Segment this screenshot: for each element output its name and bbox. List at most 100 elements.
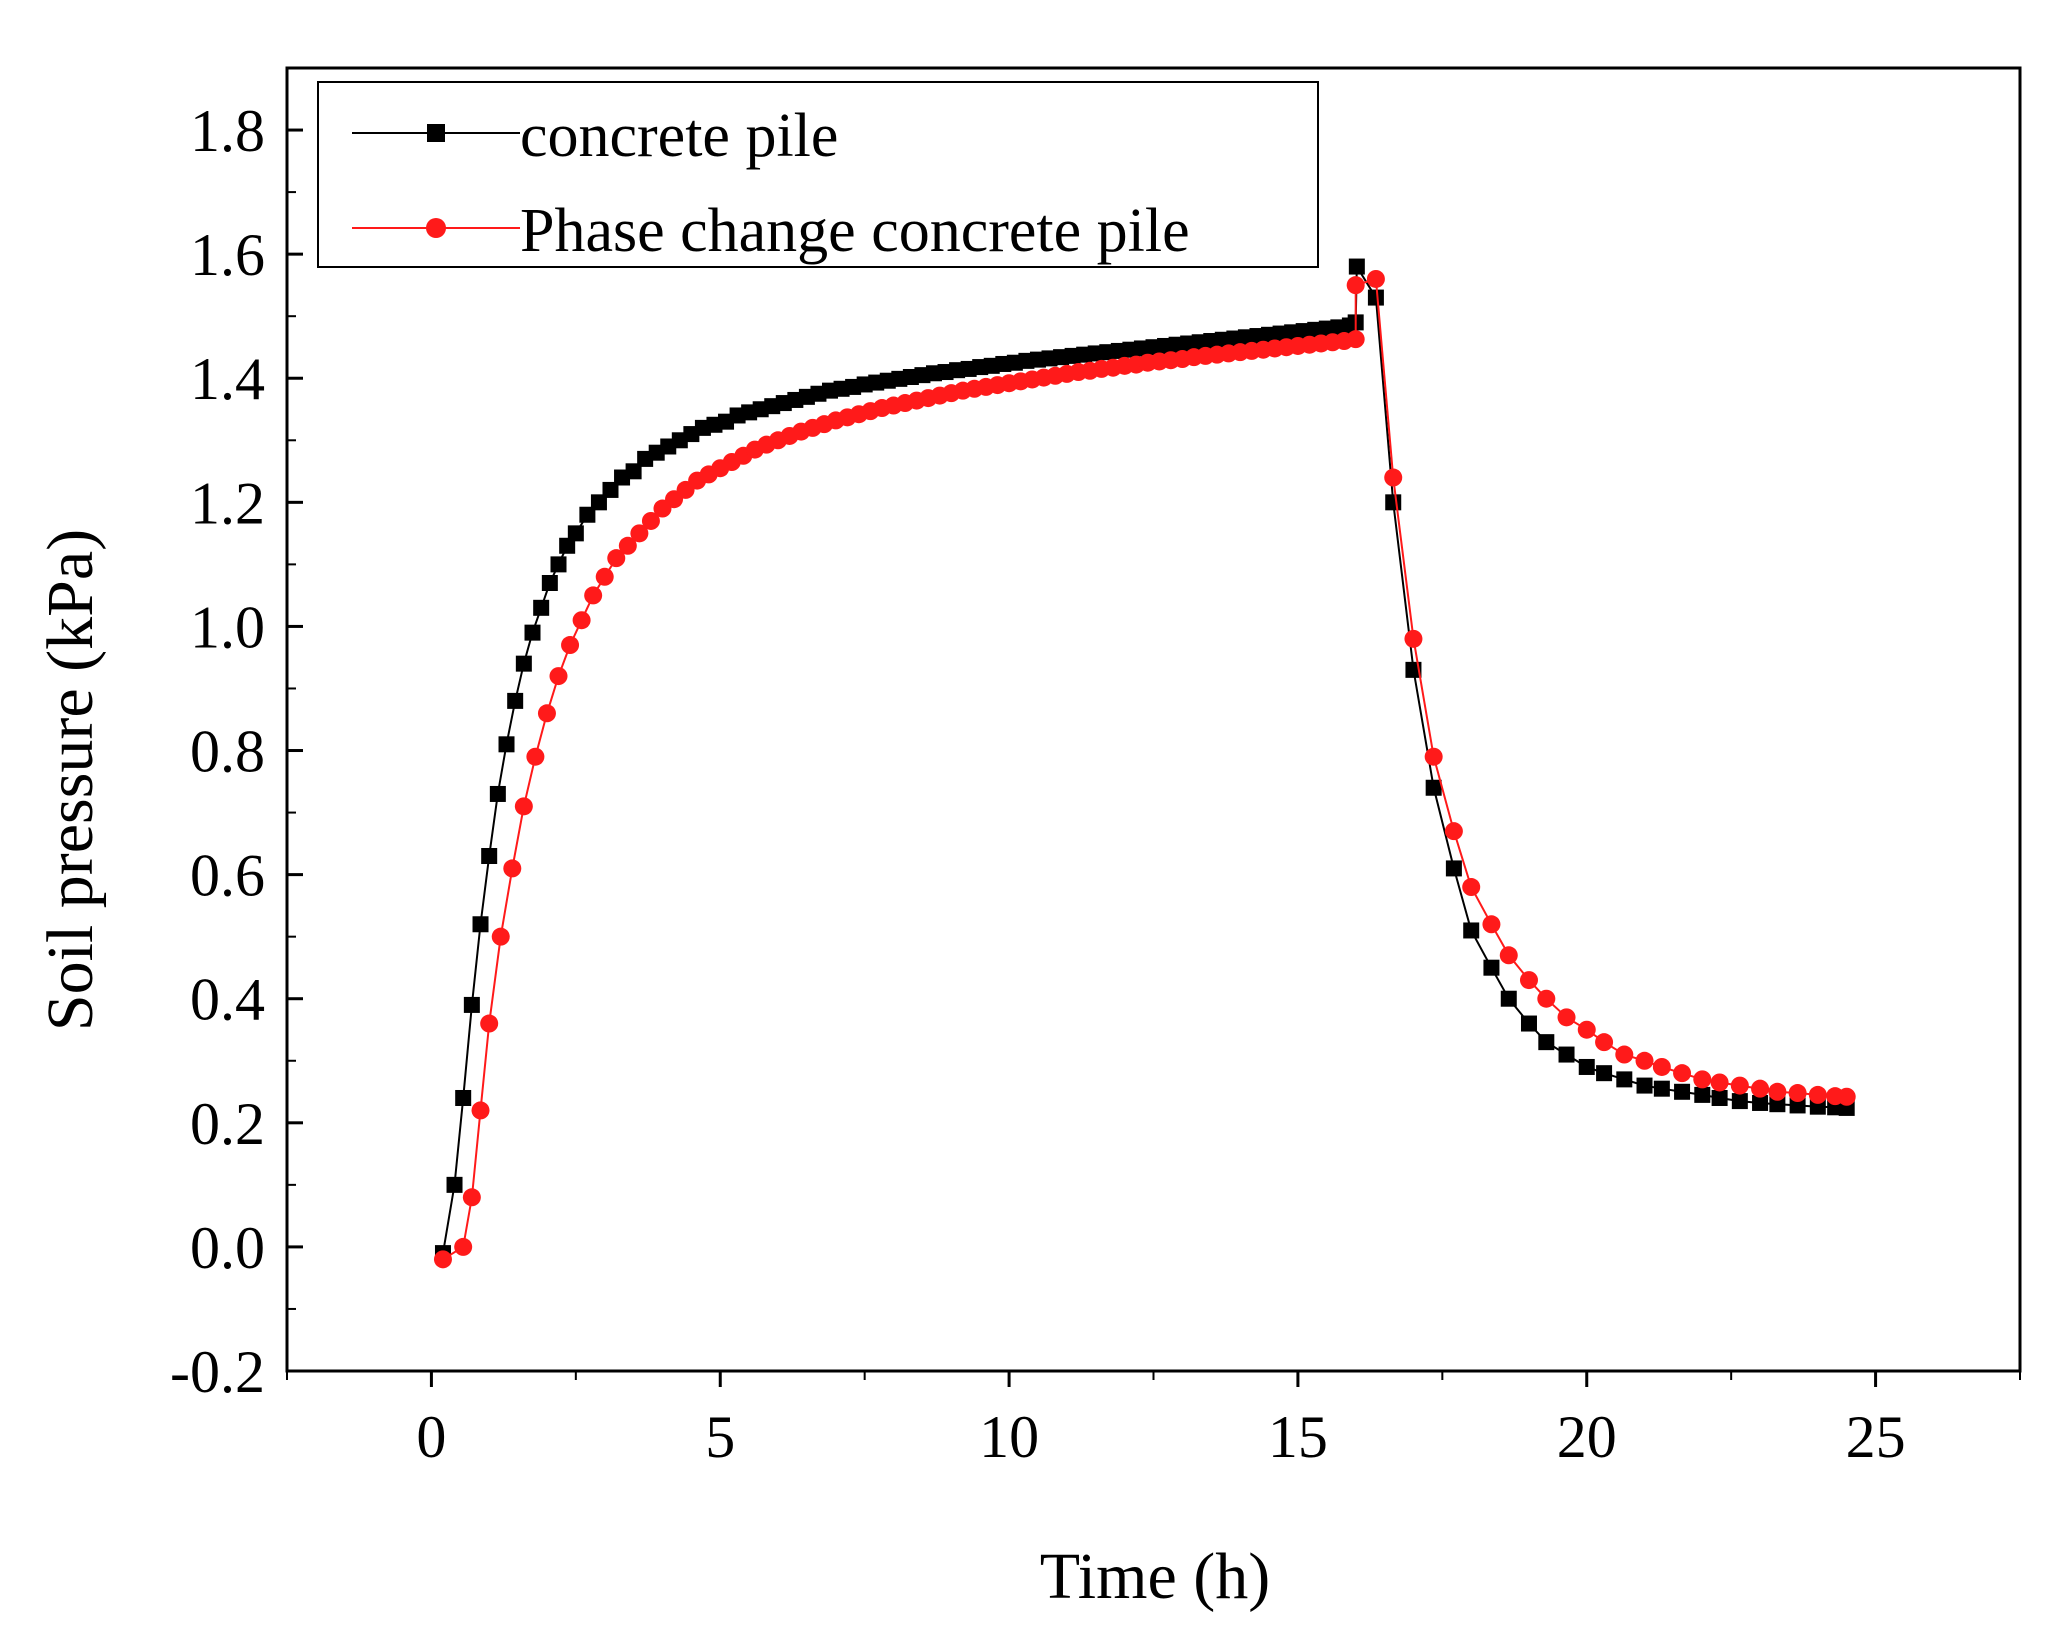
data-point: [541, 574, 558, 591]
data-point: [1837, 1087, 1856, 1106]
data-point: [1808, 1085, 1827, 1104]
data-point: [1366, 269, 1385, 288]
data-point: [1348, 258, 1365, 275]
x-tick-label: 20: [1557, 1404, 1617, 1470]
data-point: [1404, 629, 1423, 648]
data-point: [1444, 822, 1463, 841]
data-point: [491, 927, 510, 946]
data-point: [533, 599, 550, 616]
data-point: [1346, 330, 1365, 349]
data-point: [1730, 1076, 1749, 1095]
legend-label-concrete-pile: concrete pile: [520, 102, 838, 170]
x-axis-label: Time (h): [1040, 1540, 1270, 1613]
legend-label-phase-change-pile: Phase change concrete pile: [520, 197, 1190, 265]
data-point: [1693, 1070, 1712, 1089]
data-point: [1483, 959, 1500, 976]
x-tick-label: 0: [416, 1404, 446, 1470]
data-point: [1557, 1008, 1576, 1027]
data-point: [1635, 1051, 1654, 1070]
data-point: [1731, 1093, 1748, 1110]
data-point: [625, 463, 642, 480]
data-point: [455, 1089, 472, 1106]
series-layer: [433, 258, 1856, 1269]
data-point: [1445, 860, 1462, 877]
data-point: [1674, 1083, 1691, 1100]
data-point: [481, 848, 498, 865]
data-point: [1537, 989, 1556, 1008]
data-point: [1558, 1046, 1575, 1063]
data-point: [498, 736, 515, 753]
data-point: [1519, 971, 1538, 990]
series-phase-change-concrete-pile: [433, 269, 1856, 1269]
data-point: [462, 1188, 481, 1207]
data-point: [1578, 1058, 1595, 1075]
data-point: [607, 549, 626, 568]
y-axis-label: Soil pressure (kPa): [34, 529, 107, 1031]
data-point: [1615, 1045, 1634, 1064]
y-tick-label: -0.2: [170, 1339, 265, 1405]
legend: concrete pile Phase change concrete pile: [317, 81, 1319, 268]
y-tick-label: 1.2: [190, 470, 265, 536]
data-point: [602, 481, 619, 498]
data-point: [446, 1176, 463, 1193]
y-tick-label: 0.8: [190, 719, 265, 785]
data-point: [472, 916, 489, 933]
data-point: [584, 586, 603, 605]
data-point: [526, 747, 545, 766]
data-point: [1577, 1020, 1596, 1039]
data-point: [463, 996, 480, 1013]
data-point: [515, 655, 532, 672]
data-point: [480, 1014, 499, 1033]
data-point: [567, 525, 584, 542]
data-point: [1500, 990, 1517, 1007]
data-point: [503, 859, 522, 878]
data-point: [1751, 1079, 1770, 1098]
x-tick-label: 25: [1846, 1404, 1906, 1470]
data-point: [537, 704, 556, 723]
data-point: [572, 611, 591, 630]
data-point: [549, 667, 568, 686]
data-point: [489, 785, 506, 802]
y-tick-label: 0.6: [190, 843, 265, 909]
y-tick-label: 1.4: [190, 346, 265, 412]
x-tick-label: 10: [979, 1404, 1039, 1470]
data-point: [433, 1250, 452, 1269]
data-point: [1616, 1071, 1633, 1088]
data-point: [1788, 1084, 1807, 1103]
data-point: [561, 636, 580, 655]
data-point: [1520, 1015, 1537, 1032]
data-point: [1711, 1089, 1728, 1106]
data-point: [1425, 779, 1442, 796]
data-point: [1463, 922, 1480, 939]
y-axis: -0.2 0.0 0.2 0.4 0.6 0.8 1.0 1.2 1.4 1.6 1.8: [170, 98, 303, 1405]
data-point: [1789, 1097, 1806, 1114]
legend-marker-concrete-pile: [427, 124, 445, 142]
y-tick-label: 0.2: [190, 1091, 265, 1157]
data-point: [550, 556, 567, 573]
data-point: [1653, 1080, 1670, 1097]
y-tick-label: 1.8: [190, 98, 265, 164]
data-point: [1462, 878, 1481, 897]
data-point: [1652, 1057, 1671, 1076]
data-point: [1499, 946, 1518, 965]
data-point: [630, 524, 649, 543]
data-point: [1595, 1033, 1614, 1052]
data-point: [471, 1101, 490, 1120]
x-tick-label: 15: [1268, 1404, 1328, 1470]
data-point: [1482, 915, 1501, 934]
y-tick-label: 1.6: [190, 222, 265, 288]
data-point: [1367, 289, 1384, 306]
data-point: [590, 494, 607, 511]
data-point: [1385, 494, 1402, 511]
data-point: [1346, 276, 1365, 295]
data-point: [641, 511, 660, 530]
legend-box: [317, 81, 1319, 268]
data-point: [579, 506, 596, 523]
data-point: [514, 797, 533, 816]
data-point: [1636, 1077, 1653, 1094]
y-tick-label: 0.0: [190, 1215, 265, 1281]
y-tick-label: 0.4: [190, 967, 265, 1033]
data-point: [1384, 468, 1403, 487]
